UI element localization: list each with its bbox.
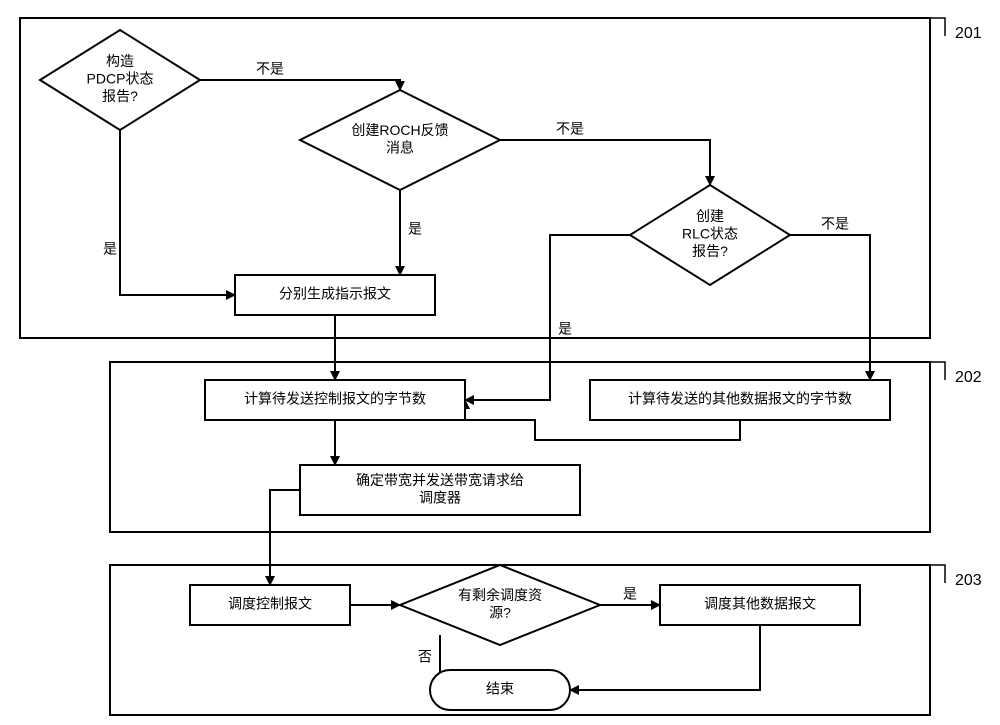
node-r_bw: 确定带宽并发送带宽请求给调度器: [300, 465, 580, 515]
section-label-s203: 203: [955, 572, 982, 589]
node-d_roch: 创建ROCH反馈消息: [300, 90, 500, 190]
edge-1: [120, 130, 235, 295]
svg-text:结束: 结束: [486, 681, 514, 697]
edge-3: [500, 140, 710, 185]
edge-label-4: 是: [558, 321, 572, 337]
svg-text:确定带宽并发送带宽请求给: 确定带宽并发送带宽请求给: [356, 472, 524, 488]
edge-label-0: 不是: [256, 61, 284, 77]
svg-text:RLC状态: RLC状态: [682, 226, 738, 242]
svg-text:创建: 创建: [696, 208, 724, 224]
edge-label-12: 否: [418, 649, 432, 665]
edge-label-1: 是: [103, 241, 117, 257]
node-t_end: 结束: [430, 670, 570, 710]
edge-label-2: 是: [408, 221, 422, 237]
svg-text:构造: 构造: [106, 53, 134, 69]
svg-text:PDCP状态: PDCP状态: [87, 71, 154, 87]
node-r_schedO: 调度其他数据报文: [660, 585, 860, 625]
svg-text:调度其他数据报文: 调度其他数据报文: [704, 596, 816, 612]
svg-text:报告?: 报告?: [692, 243, 728, 259]
edge-13: [570, 625, 760, 690]
section-label-s202: 202: [955, 369, 982, 386]
svg-text:消息: 消息: [386, 139, 414, 155]
node-r_ctrl: 计算待发送控制报文的字节数: [205, 380, 465, 420]
node-d_rlc: 创建 RLC状态报告?: [630, 185, 790, 285]
node-r_sched: 调度控制报文: [190, 585, 350, 625]
svg-text:分别生成指示报文: 分别生成指示报文: [279, 286, 391, 302]
svg-text:调度器: 调度器: [419, 489, 461, 505]
svg-text:有剩余调度资: 有剩余调度资: [458, 587, 542, 603]
section-label-s201: 201: [955, 25, 982, 42]
edge-label-11: 是: [623, 586, 637, 602]
svg-text:计算待发送控制报文的字节数: 计算待发送控制报文的字节数: [244, 391, 426, 407]
node-d_pdcp: 构造 PDCP状态报告?: [40, 30, 200, 130]
svg-text:源?: 源?: [489, 604, 511, 620]
edge-9: [270, 490, 300, 585]
svg-text:创建ROCH反馈: 创建ROCH反馈: [351, 122, 448, 138]
node-d_res: 有剩余调度资源?: [400, 565, 600, 645]
svg-text:调度控制报文: 调度控制报文: [228, 596, 312, 612]
edge-0: [200, 80, 400, 90]
edge-label-5: 不是: [821, 216, 849, 232]
edge-5: [790, 235, 870, 380]
node-r_gen: 分别生成指示报文: [235, 275, 435, 315]
svg-text:计算待发送的其他数据报文的字节数: 计算待发送的其他数据报文的字节数: [628, 391, 852, 407]
svg-text:报告?: 报告?: [102, 88, 138, 104]
node-r_other: 计算待发送的其他数据报文的字节数: [590, 380, 890, 420]
edge-4: [465, 235, 630, 400]
edge-label-3: 不是: [556, 121, 584, 137]
